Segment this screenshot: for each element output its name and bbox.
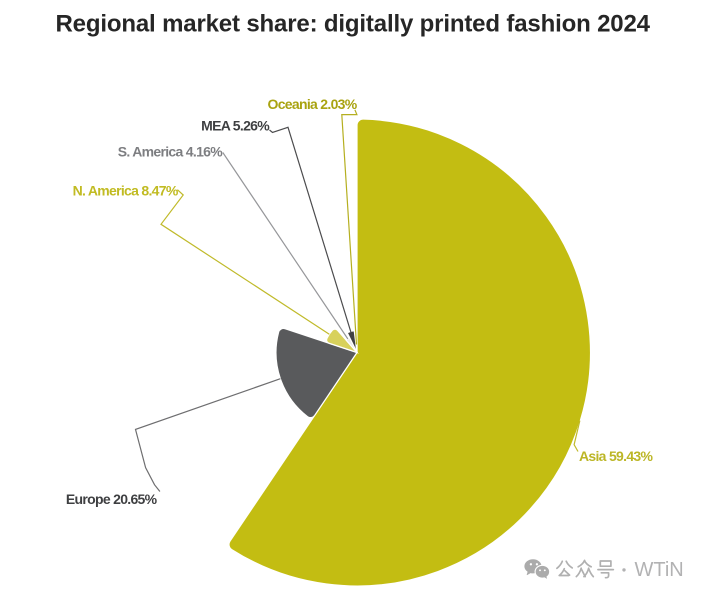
svg-text:N. America 8.47%: N. America 8.47% — [73, 182, 179, 198]
svg-text:Oceania 2.03%: Oceania 2.03% — [268, 96, 358, 112]
svg-text:Europe 20.65%: Europe 20.65% — [66, 491, 158, 507]
svg-text:Asia 59.43%: Asia 59.43% — [579, 448, 653, 464]
svg-text:S. America 4.16%: S. America 4.16% — [118, 144, 223, 160]
svg-text:Regional market share: digital: Regional market share: digitally printed… — [56, 11, 651, 38]
svg-text:MEA 5.26%: MEA 5.26% — [201, 117, 270, 133]
svg-text:WTiN: WTiN — [635, 559, 684, 581]
